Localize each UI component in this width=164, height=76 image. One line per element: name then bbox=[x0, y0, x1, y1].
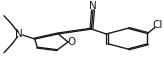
Text: N: N bbox=[89, 1, 97, 11]
Text: Cl: Cl bbox=[153, 20, 163, 30]
Text: N: N bbox=[15, 29, 22, 39]
Text: O: O bbox=[67, 37, 76, 47]
